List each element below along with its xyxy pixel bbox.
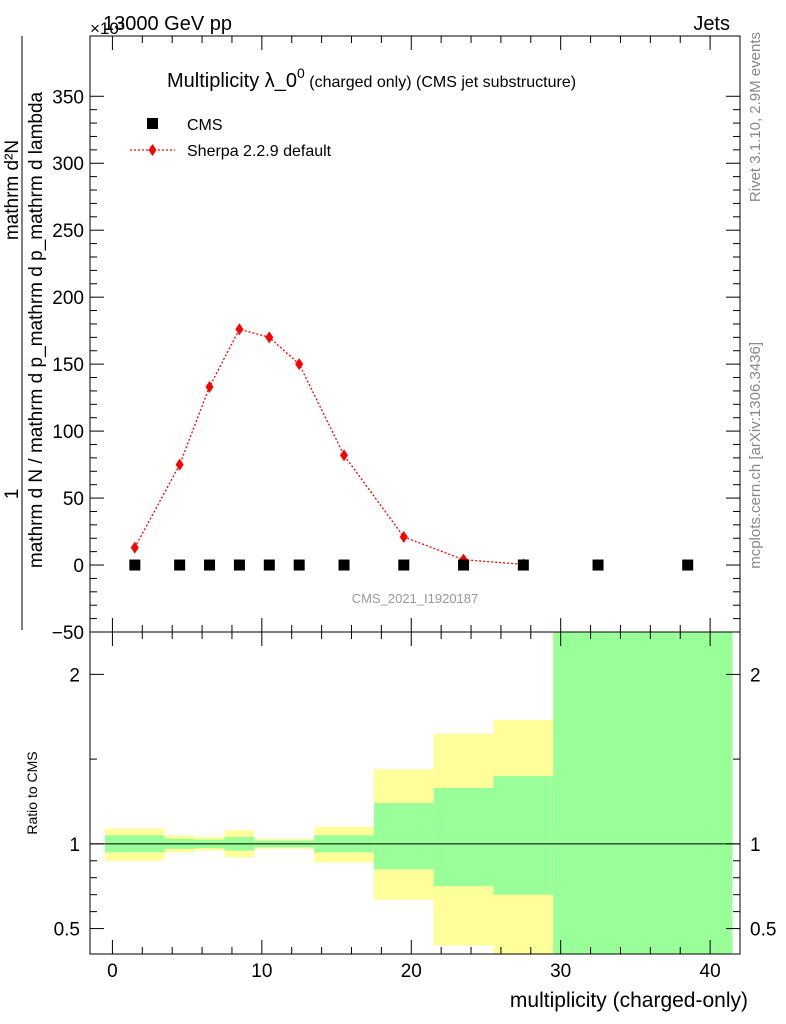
mcplots-label: mcplots.cern.ch [arXiv:1306.3436] bbox=[747, 342, 764, 569]
cms-point bbox=[458, 559, 470, 571]
sherpa-point bbox=[175, 458, 184, 471]
legend-label-cms: CMS bbox=[187, 117, 223, 134]
sherpa-point bbox=[295, 358, 304, 371]
y-label-numerator-2: mathrm d²N bbox=[2, 140, 23, 240]
y-tick-label: 50 bbox=[63, 489, 84, 510]
legend: CMS Sherpa 2.2.9 default bbox=[130, 117, 332, 160]
x-tick-label: 10 bbox=[251, 961, 272, 982]
y-label-denominator: mathrm d N / mathrm d p_mathrm d p_mathr… bbox=[26, 91, 47, 568]
chart-title-superscript: 0 bbox=[297, 65, 305, 81]
ratio-x-axis: 0 10 20 30 40 bbox=[107, 632, 741, 982]
chart-title-qualifier: (charged only) (CMS jet substructure) bbox=[305, 74, 576, 91]
ratio-stat-band bbox=[553, 632, 733, 954]
y-tick-label: 0 bbox=[73, 556, 84, 577]
x-tick-label: 30 bbox=[550, 961, 571, 982]
x-tick-label: 0 bbox=[107, 961, 118, 982]
y-tick-label: 250 bbox=[52, 221, 84, 242]
ratio-plot-frame bbox=[89, 631, 741, 955]
ratio-y-tick-label: 2 bbox=[69, 665, 80, 686]
sherpa-point bbox=[130, 541, 139, 554]
x-tick-label: 20 bbox=[401, 961, 422, 982]
y-exponent-label: ×10³ bbox=[90, 19, 125, 38]
y-tick-label: 100 bbox=[52, 422, 84, 443]
x-tick-label: 40 bbox=[700, 961, 721, 982]
y-label-numerator: 1 bbox=[2, 489, 23, 500]
y-tick-label: 200 bbox=[52, 288, 84, 309]
cms-point bbox=[293, 559, 305, 571]
chart-title: Multiplicity λ_00 (charged only) (CMS je… bbox=[167, 65, 576, 92]
main-x-axis bbox=[111, 36, 741, 632]
ratio-stat-band bbox=[493, 776, 554, 895]
analysis-watermark: CMS_2021_I1920187 bbox=[352, 591, 479, 606]
sherpa-point bbox=[235, 323, 244, 336]
x-axis-title: multiplicity (charged-only) bbox=[510, 989, 748, 1012]
cms-series-points bbox=[129, 559, 694, 571]
cms-point bbox=[204, 559, 216, 571]
legend-marker-cms bbox=[147, 118, 158, 129]
energy-label: 13000 GeV pp bbox=[103, 13, 232, 35]
cms-point bbox=[233, 559, 245, 571]
cms-point bbox=[129, 559, 141, 571]
process-label: Jets bbox=[693, 13, 730, 35]
cms-point bbox=[682, 559, 694, 571]
chart-title-main: Multiplicity λ_0 bbox=[167, 70, 297, 92]
rivet-version-label: Rivet 3.1.10, 2.9M events bbox=[747, 32, 764, 202]
main-plot-panel: −50 0 50 100 150 200 250 300 350 Multiplicity λ_… bbox=[52, 35, 741, 644]
sherpa-line bbox=[134, 328, 524, 566]
y-tick-label: 150 bbox=[52, 355, 84, 376]
cms-point bbox=[592, 559, 604, 571]
y-tick-label: 300 bbox=[52, 154, 84, 175]
main-y-axis-title: 1 mathrm d N / mathrm d p_mathrm d p_mat… bbox=[2, 36, 47, 630]
ratio-y-tick-label: 0.5 bbox=[54, 920, 80, 941]
sherpa-point bbox=[399, 530, 408, 543]
y-tick-label: −50 bbox=[52, 623, 84, 644]
cms-point bbox=[398, 559, 410, 571]
ratio-y-tick-label-right: 2 bbox=[750, 665, 761, 686]
main-y-axis: −50 0 50 100 150 200 250 300 350 bbox=[52, 87, 740, 644]
sherpa-point bbox=[205, 380, 214, 393]
cms-point bbox=[263, 559, 275, 571]
cms-point bbox=[174, 559, 186, 571]
legend-marker-sherpa bbox=[148, 144, 157, 156]
ratio-stat-band bbox=[373, 803, 434, 870]
cms-point bbox=[517, 559, 529, 571]
sherpa-point bbox=[340, 449, 349, 462]
ratio-y-tick-label-right: 0.5 bbox=[750, 920, 776, 941]
ratio-plot-panel: 0.5 0.5 1 1 2 2 0 10 20 30 40 Ratio to CMS multip… bbox=[24, 631, 777, 1012]
legend-label-sherpa: Sherpa 2.2.9 default bbox=[187, 143, 332, 160]
sherpa-series-points bbox=[130, 323, 528, 571]
ratio-stat-band bbox=[433, 787, 494, 887]
ratio-y-tick-label-right: 1 bbox=[750, 835, 761, 856]
sherpa-series-line bbox=[134, 328, 524, 566]
ratio-y-tick-label: 1 bbox=[69, 835, 80, 856]
cms-point bbox=[338, 559, 350, 571]
y-tick-label: 350 bbox=[52, 87, 84, 108]
sherpa-point bbox=[265, 331, 274, 344]
ratio-y-axis: 0.5 0.5 1 1 2 2 bbox=[54, 665, 777, 940]
ratio-uncertainty-bands bbox=[104, 632, 733, 954]
ratio-y-axis-title: Ratio to CMS bbox=[24, 751, 40, 834]
